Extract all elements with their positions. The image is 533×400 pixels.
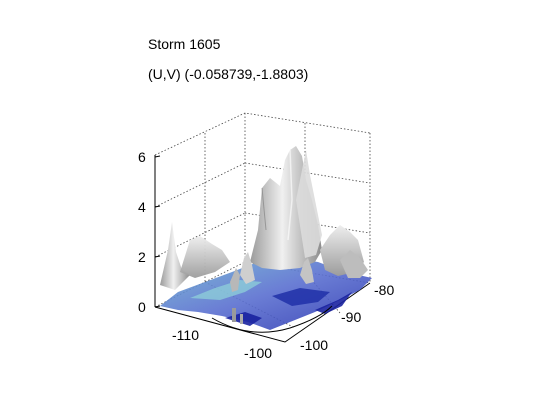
- lon-axis: -110 -100: [172, 327, 272, 361]
- z-tick-label: 2: [138, 249, 146, 265]
- terrain-surface: [160, 146, 368, 324]
- lon-tick-label: -110: [172, 327, 199, 343]
- chart-title: Storm 1605: [148, 36, 221, 52]
- lat-tick-label: -100: [300, 337, 328, 353]
- z-tick-label: 4: [138, 199, 146, 215]
- z-tick-label: 0: [138, 299, 146, 315]
- z-axis: 0 2 4 6: [138, 149, 161, 315]
- box-top-back: [154, 112, 371, 156]
- lon-tick-label: -100: [244, 345, 272, 361]
- low-surface: [160, 258, 372, 333]
- lat-tick-label: -80: [374, 282, 394, 298]
- lat-axis: -100 -90 -80: [300, 282, 394, 353]
- lat-tick-label: -90: [341, 309, 361, 325]
- z-tick-label: 6: [138, 149, 146, 165]
- chart-subtitle: (U,V) (-0.058739,-1.8803): [148, 66, 309, 82]
